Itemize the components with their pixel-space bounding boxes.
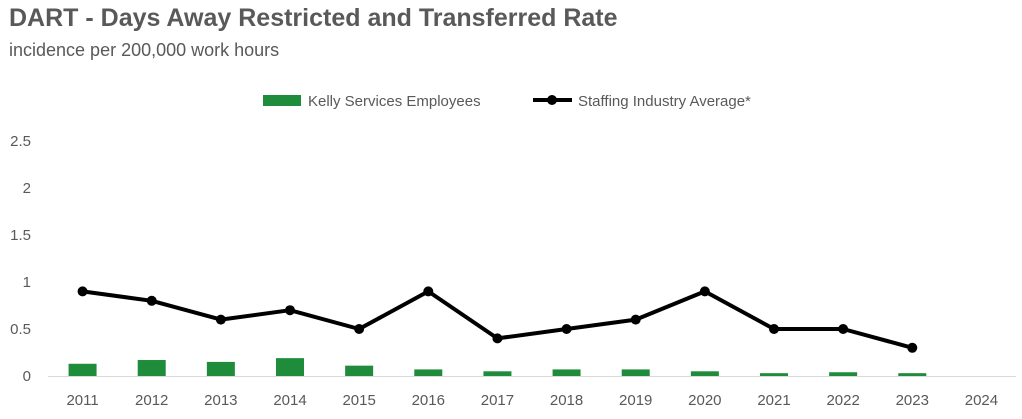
chart-title: DART - Days Away Restricted and Transfer… [9,4,618,32]
line-point [699,286,710,297]
bar [68,363,97,376]
line-series-staffing [77,286,918,353]
line-point [630,314,641,325]
bar [552,369,581,376]
y-tick-label: 0.5 [10,321,31,338]
x-axis: 2011 2012 2013 2014 2015 2016 2017 2018 2019 2020… [66,392,998,409]
line-point [423,286,434,297]
line-point [561,324,572,334]
y-tick-label: 2 [23,180,31,197]
bar [276,358,304,376]
line-point [285,305,295,316]
line-point [492,333,503,344]
bar [345,365,374,376]
x-tick-label: 2021 [757,392,790,409]
line-point [907,342,918,353]
x-tick-label: 2015 [342,392,375,409]
y-tick-label: 1 [23,274,31,291]
x-tick-label: 2013 [204,392,237,409]
x-tick-label: 2014 [273,392,306,409]
x-tick-label: 2023 [896,392,929,409]
line-point [354,324,365,334]
line-point [77,286,88,297]
x-tick-label: 2017 [481,392,514,409]
bar [829,372,858,376]
bar [898,373,927,376]
y-tick-label: 0 [23,368,31,385]
bar [483,371,512,376]
line-point [146,295,157,306]
legend-label-kelly: Kelly Services Employees [308,93,481,110]
x-tick-label: 2018 [550,392,583,409]
x-tick-label: 2019 [619,392,652,409]
y-tick-label: 2.5 [10,133,31,150]
chart-subtitle: incidence per 200,000 work hours [9,40,280,60]
legend-swatch-staffing-marker [547,95,557,105]
x-tick-label: 2024 [965,392,998,409]
bar [621,369,650,376]
x-tick-label: 2011 [66,392,98,409]
line-point [215,314,226,325]
bar [690,371,719,376]
x-tick-label: 2012 [135,392,168,409]
x-tick-label: 2020 [688,392,721,409]
line-point [838,324,849,334]
bar [760,373,788,376]
bar-series-kelly [68,358,927,376]
y-tick-label: 1.5 [10,227,31,244]
bar [137,360,166,376]
legend: Kelly Services Employees Staffing Indust… [263,93,751,110]
line-point [769,324,779,334]
x-tick-label: 2022 [826,392,859,409]
y-axis: 0 0.5 1 1.5 2 2.5 [10,133,31,385]
legend-label-staffing: Staffing Industry Average* [578,93,751,110]
bar [414,369,443,376]
bar [206,361,235,376]
x-tick-label: 2016 [412,392,445,409]
legend-swatch-kelly [263,95,301,106]
